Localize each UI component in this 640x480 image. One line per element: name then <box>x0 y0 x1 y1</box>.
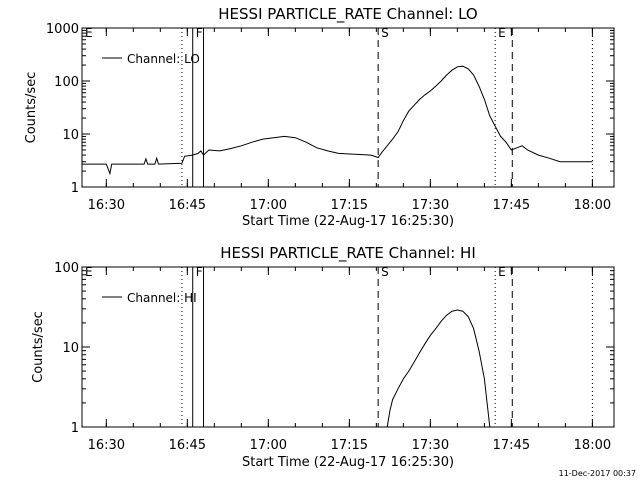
event-marker-label: E <box>85 26 93 40</box>
x-tick-label: 16:45 <box>169 198 206 213</box>
event-marker-label: E <box>85 265 93 279</box>
y-tick-label: 100 <box>54 75 79 90</box>
legend-label: Channel: LO <box>127 52 200 66</box>
y-tick-label: 100 <box>54 261 79 276</box>
x-axis-label: Start Time (22-Aug-17 16:25:30) <box>242 455 454 470</box>
y-tick-label: 10 <box>62 128 79 143</box>
y-tick-label: 1000 <box>46 22 79 37</box>
y-axis-label: Counts/sec <box>31 311 46 383</box>
event-marker-label: S <box>381 265 389 279</box>
event-marker-label: F <box>196 265 203 279</box>
chart-title: HESSI PARTICLE_RATE Channel: LO <box>218 5 477 24</box>
x-tick-label: 17:00 <box>250 198 287 213</box>
x-axis-label: Start Time (22-Aug-17 16:25:30) <box>242 214 454 229</box>
event-marker-label: E <box>498 26 506 40</box>
y-axis-label: Counts/sec <box>24 72 39 144</box>
x-tick-label: 17:00 <box>250 438 287 453</box>
event-marker-label: S <box>381 26 389 40</box>
x-tick-label: 17:30 <box>412 438 449 453</box>
x-tick-label: 17:45 <box>493 438 530 453</box>
y-tick-label: 1 <box>71 181 79 196</box>
x-tick-label: 17:45 <box>493 198 530 213</box>
chart-title: HESSI PARTICLE_RATE Channel: HI <box>220 244 476 263</box>
x-tick-label: 17:15 <box>331 438 368 453</box>
legend-label: Channel: HI <box>127 291 197 305</box>
series-line <box>82 65 593 176</box>
chart-panel-2: HESSI PARTICLE_RATE Channel: HI 16:30 16:4… <box>31 244 615 470</box>
x-tick-label: 17:15 <box>331 198 368 213</box>
x-tick-label: 16:30 <box>88 198 125 213</box>
x-tick-label: 16:45 <box>169 438 206 453</box>
x-tick-label: 16:30 <box>88 438 125 453</box>
x-tick-label: 18:00 <box>574 438 611 453</box>
chart-panel-1: HESSI PARTICLE_RATE Channel: LO 16:30 16:4… <box>24 5 615 229</box>
event-marker-label: F <box>196 26 203 40</box>
x-tick-label: 18:00 <box>574 198 611 213</box>
series-line <box>386 309 491 428</box>
x-tick-label: 17:30 <box>412 198 449 213</box>
event-marker-label: E <box>498 265 506 279</box>
y-tick-label: 1 <box>71 421 79 436</box>
plot-frame <box>81 27 615 188</box>
footer-timestamp: 11-Dec-2017 00:37 <box>559 469 636 478</box>
y-tick-label: 10 <box>62 341 79 356</box>
